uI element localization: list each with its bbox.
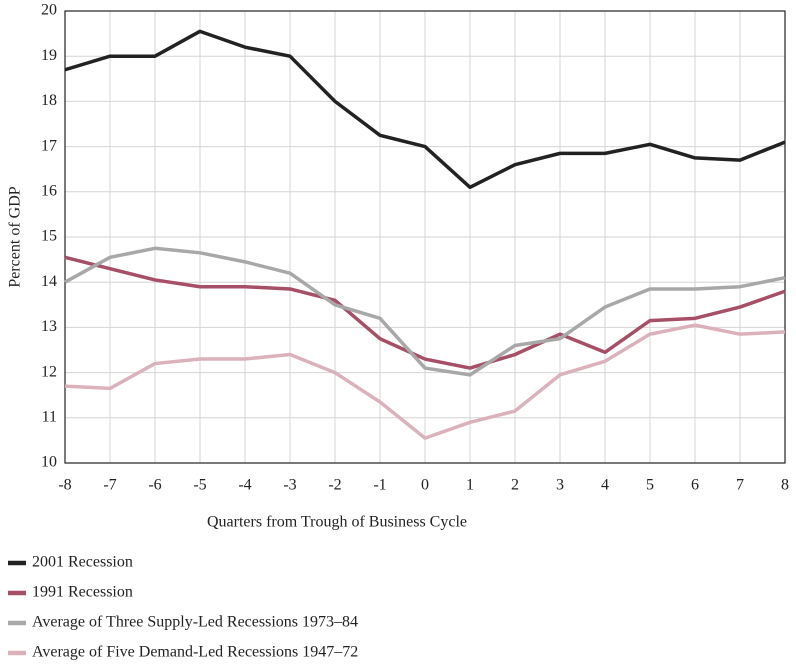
x-axis-label: Quarters from Trough of Business Cycle	[207, 514, 467, 531]
legend-label: Average of Five Demand-Led Recessions 19…	[32, 644, 358, 661]
x-tick-label: -8	[58, 477, 71, 494]
x-tick-label: 4	[601, 477, 609, 494]
x-tick-label: 8	[781, 477, 789, 494]
x-tick-label: 0	[421, 477, 429, 494]
y-tick-label: 14	[41, 273, 57, 290]
y-tick-label: 12	[41, 363, 57, 380]
y-axis-label: Percent of GDP	[7, 186, 24, 287]
series-line	[64, 246, 786, 377]
y-tick-label: 18	[41, 92, 57, 109]
x-tick-label: 7	[736, 477, 744, 494]
x-tick-label: 3	[556, 477, 564, 494]
legend-label: 2001 Recession	[32, 554, 133, 571]
x-tick-label: -1	[373, 477, 386, 494]
x-tick-label: -3	[283, 477, 296, 494]
x-tick-label: -6	[148, 477, 161, 494]
y-tick-label: 10	[41, 454, 57, 471]
series-line	[64, 323, 786, 440]
plot-frame	[64, 10, 786, 464]
y-tick-label: 16	[41, 182, 57, 199]
legend-label: 1991 Recession	[32, 584, 133, 601]
series-line	[64, 29, 786, 190]
x-tick-label: -4	[238, 477, 251, 494]
series-line	[64, 255, 786, 370]
y-tick-label: 17	[41, 137, 57, 154]
x-tick-label: 1	[466, 477, 474, 494]
y-tick-label: 15	[41, 228, 57, 245]
x-tick-label: -7	[103, 477, 116, 494]
x-tick-label: 5	[646, 477, 654, 494]
legend-label: Average of Three Supply-Led Recessions 1…	[32, 614, 358, 631]
y-tick-label: 19	[41, 47, 57, 64]
x-tick-label: 6	[691, 477, 699, 494]
y-tick-label: 20	[41, 2, 57, 19]
y-tick-label: 13	[41, 318, 57, 335]
y-tick-label: 11	[42, 408, 57, 425]
x-tick-label: 2	[511, 477, 519, 494]
x-tick-label: -5	[193, 477, 206, 494]
x-tick-label: -2	[328, 477, 341, 494]
